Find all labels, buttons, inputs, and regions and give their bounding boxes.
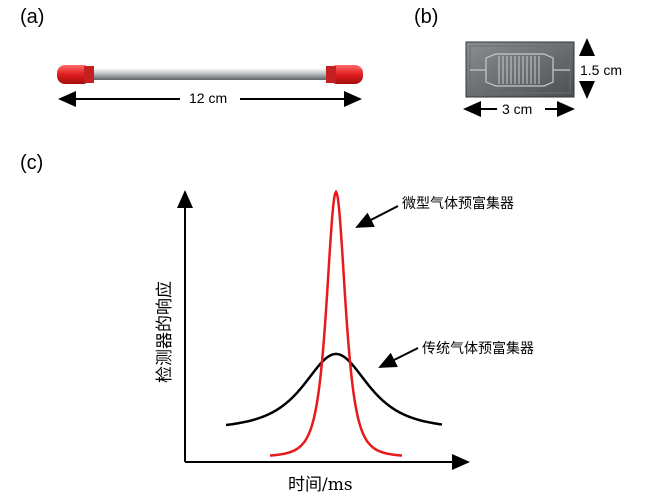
tube-cap-left	[57, 65, 91, 84]
x-axis-label: 时间/ms	[288, 475, 353, 495]
micro-peak-curve	[270, 189, 402, 457]
callout-arrow-micro	[355, 205, 399, 228]
callout-traditional-preconcentrator: 传统气体预富集器	[422, 341, 534, 357]
micro-preconcentrator-chip-image	[465, 41, 575, 98]
preconcentrator-tube-image	[57, 65, 363, 84]
panel-label-a: (a)	[20, 6, 45, 28]
dimension-label-tube: 12 cm	[186, 90, 231, 106]
callout-arrow-traditional	[378, 347, 419, 368]
panel-label-b: (b)	[414, 6, 439, 28]
tube-cap-right	[329, 65, 363, 84]
panel-label-c: (c)	[20, 152, 44, 174]
traditional-peak-curve	[225, 352, 443, 427]
dimension-label-chip-width: 3 cm	[499, 101, 536, 117]
dimension-label-chip-height: 1.5 cm	[580, 62, 623, 78]
y-axis-label: 检测器的响应	[155, 281, 175, 383]
callout-micro-preconcentrator: 微型气体预富集器	[402, 196, 514, 212]
